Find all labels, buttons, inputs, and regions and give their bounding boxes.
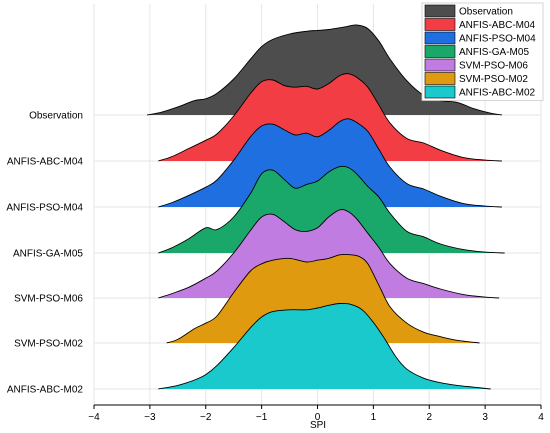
legend-label: SVM-PSO-M06 [459, 61, 528, 72]
row-label: SVM-PSO-M02 [14, 339, 83, 350]
legend-swatch [424, 4, 456, 18]
ridge-anfis-abc-m04 [158, 73, 502, 162]
legend-swatch [424, 18, 456, 31]
legend-label: ANFIS-GA-M05 [459, 47, 529, 58]
ridge-outline [158, 209, 500, 299]
ridge-fill [158, 118, 502, 207]
x-tick-label: 0 [315, 412, 321, 423]
ridge-anfis-ga-m05 [158, 165, 505, 254]
row-labels: Observation ANFIS-ABC-M04 ANFIS-PSO-M04 ANF… [6, 111, 83, 396]
legend-label: ANFIS-ABC-M02 [459, 88, 536, 99]
legend-swatch [424, 31, 456, 45]
legend-swatch [424, 72, 456, 85]
ridge-outline [158, 73, 502, 162]
ridge-anfis-abc-m02 [158, 302, 491, 390]
ridge-anfis-pso-m04 [158, 118, 502, 208]
row-label: ANFIS-GA-M05 [13, 249, 83, 260]
x-tick-label: 2 [426, 412, 432, 423]
ridge-svm-pso-m02 [166, 254, 480, 344]
x-tick-label: 1 [371, 412, 377, 423]
legend-label: Observation [459, 7, 513, 18]
ridge-outline [158, 165, 505, 254]
ridge-svm-pso-m06 [158, 209, 500, 299]
row-label: ANFIS-PSO-M04 [6, 203, 83, 214]
ridge-fill [158, 73, 502, 161]
x-axis-label: SPI [310, 420, 326, 431]
row-label: SVM-PSO-M06 [14, 294, 83, 305]
row-label: Observation [29, 111, 83, 122]
ridge-fill [158, 166, 505, 253]
x-tick-label: −2 [200, 412, 212, 423]
ridge-fill [166, 254, 480, 343]
ridge-outline [166, 254, 480, 344]
ridge-fill [147, 24, 502, 115]
ridge-outline [158, 302, 491, 390]
x-axis: −4 −3 −2 −1 0 1 2 3 4 [88, 404, 544, 423]
row-label: ANFIS-ABC-M02 [7, 385, 84, 396]
x-tick-label: 3 [482, 412, 488, 423]
legend-label: ANFIS-PSO-M04 [459, 34, 536, 45]
x-tick-label: −4 [88, 412, 100, 423]
ridge-fill [158, 303, 491, 389]
row-label: ANFIS-ABC-M04 [7, 157, 84, 168]
ridge-fill [158, 209, 500, 298]
x-tick-label: 4 [538, 412, 544, 423]
x-tick-label: −3 [144, 412, 156, 423]
x-tick-label: −1 [256, 412, 268, 423]
legend-label: ANFIS-ABC-M04 [459, 20, 536, 31]
legend-swatch [424, 85, 456, 99]
density-ridges [146, 24, 505, 390]
legend-swatch [424, 58, 456, 72]
legend-swatch [424, 45, 456, 58]
ridge-outline [158, 118, 502, 208]
legend-label: SVM-PSO-M02 [459, 74, 528, 85]
legend: Observation ANFIS-ABC-M04 ANFIS-PSO-M04 ANF… [421, 2, 544, 101]
